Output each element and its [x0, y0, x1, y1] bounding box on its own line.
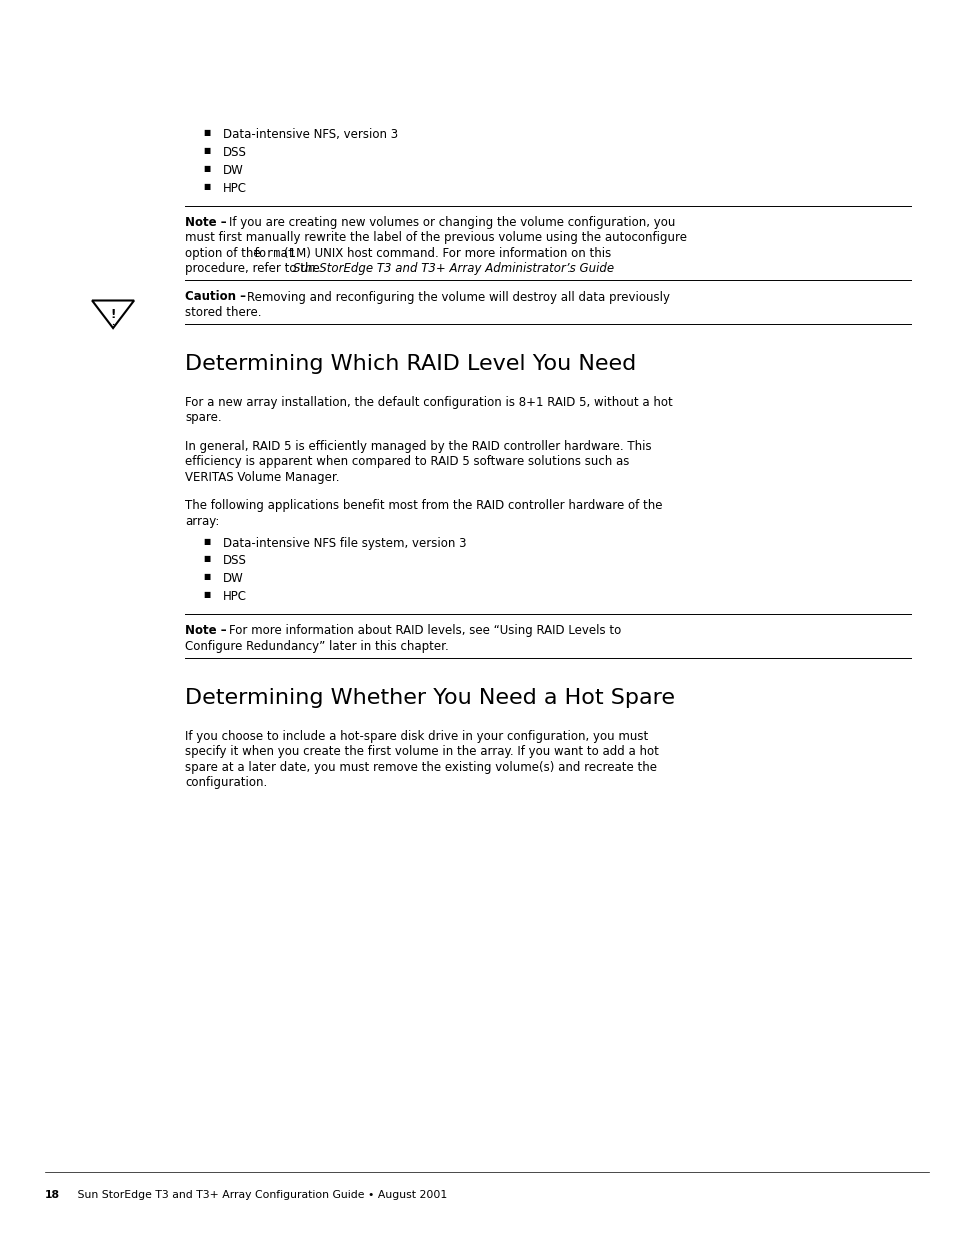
Text: The following applications benefit most from the RAID controller hardware of the: The following applications benefit most … [185, 499, 662, 513]
Text: 18: 18 [45, 1191, 60, 1200]
Text: Data-intensive NFS, version 3: Data-intensive NFS, version 3 [223, 128, 397, 141]
Text: ■: ■ [203, 590, 210, 599]
Text: DW: DW [223, 573, 244, 585]
Text: For more information about RAID levels, see “Using RAID Levels to: For more information about RAID levels, … [229, 625, 620, 637]
Text: Sun StorEdge T3 and T3+ Array Administrator’s Guide: Sun StorEdge T3 and T3+ Array Administra… [293, 263, 614, 275]
Text: format: format [253, 247, 295, 261]
Text: stored there.: stored there. [185, 306, 261, 319]
Text: .: . [566, 263, 570, 275]
Text: DW: DW [223, 164, 244, 177]
Text: DSS: DSS [223, 146, 247, 159]
Text: array:: array: [185, 515, 219, 529]
Text: ■: ■ [203, 573, 210, 582]
Text: configuration.: configuration. [185, 777, 267, 789]
Text: procedure, refer to the: procedure, refer to the [185, 263, 323, 275]
Text: specify it when you create the first volume in the array. If you want to add a h: specify it when you create the first vol… [185, 746, 659, 758]
Text: must first manually rewrite the label of the previous volume using the autoconfi: must first manually rewrite the label of… [185, 231, 686, 245]
Text: ■: ■ [203, 536, 210, 546]
Text: Sun StorEdge T3 and T3+ Array Configuration Guide • August 2001: Sun StorEdge T3 and T3+ Array Configurat… [67, 1191, 447, 1200]
Text: option of the: option of the [185, 247, 264, 261]
Text: Caution –: Caution – [185, 290, 246, 304]
Text: Note –: Note – [185, 216, 227, 228]
Text: ■: ■ [203, 182, 210, 191]
Text: Removing and reconfiguring the volume will destroy all data previously: Removing and reconfiguring the volume wi… [247, 290, 669, 304]
Text: (1M) UNIX host command. For more information on this: (1M) UNIX host command. For more informa… [284, 247, 611, 261]
Text: HPC: HPC [223, 590, 247, 604]
Text: If you are creating new volumes or changing the volume configuration, you: If you are creating new volumes or chang… [229, 216, 675, 228]
Text: VERITAS Volume Manager.: VERITAS Volume Manager. [185, 471, 339, 484]
Text: Configure Redundancy” later in this chapter.: Configure Redundancy” later in this chap… [185, 640, 448, 653]
Text: If you choose to include a hot-spare disk drive in your configuration, you must: If you choose to include a hot-spare dis… [185, 730, 648, 743]
Text: !: ! [111, 308, 115, 321]
Text: efficiency is apparent when compared to RAID 5 software solutions such as: efficiency is apparent when compared to … [185, 456, 629, 468]
Text: Determining Whether You Need a Hot Spare: Determining Whether You Need a Hot Spare [185, 688, 675, 708]
Text: DSS: DSS [223, 555, 247, 568]
Text: Note –: Note – [185, 625, 227, 637]
Text: Data-intensive NFS file system, version 3: Data-intensive NFS file system, version … [223, 536, 466, 550]
Text: ■: ■ [203, 164, 210, 173]
Text: HPC: HPC [223, 182, 247, 195]
Text: ■: ■ [203, 555, 210, 563]
Text: spare.: spare. [185, 411, 221, 425]
Text: .: . [112, 319, 114, 327]
Text: ■: ■ [203, 146, 210, 156]
Text: ■: ■ [203, 128, 210, 137]
Text: For a new array installation, the default configuration is 8+1 RAID 5, without a: For a new array installation, the defaul… [185, 396, 672, 409]
Text: In general, RAID 5 is efficiently managed by the RAID controller hardware. This: In general, RAID 5 is efficiently manage… [185, 440, 651, 453]
Text: Determining Which RAID Level You Need: Determining Which RAID Level You Need [185, 354, 636, 374]
Text: spare at a later date, you must remove the existing volume(s) and recreate the: spare at a later date, you must remove t… [185, 761, 657, 774]
